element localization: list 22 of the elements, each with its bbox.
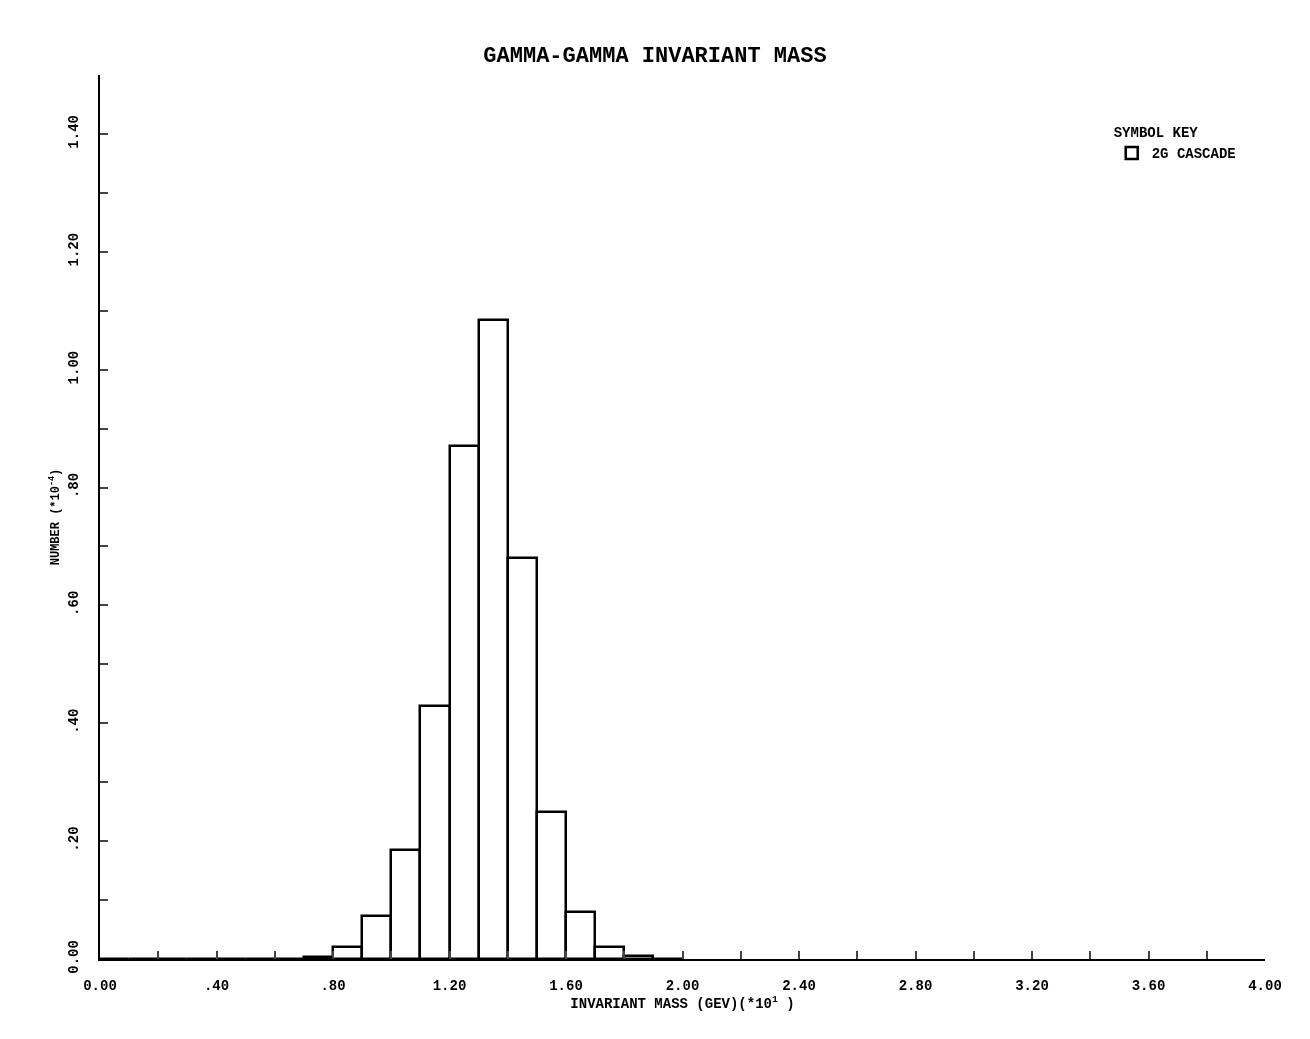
y-tick-label: 1.20 [66,232,83,267]
y-tick-label: .40 [66,708,83,734]
y-tick-label: 1.00 [66,350,83,385]
x-tick-label: 4.00 [1248,977,1282,994]
chart-title: GAMMA-GAMMA INVARIANT MASS [483,44,827,70]
x-axis-title: INVARIANT MASS (GEV)(*10$^{1}$ ) [570,993,795,1012]
x-tick-label: 2.80 [898,977,933,994]
x-tick-label: 3.60 [1131,977,1166,994]
y-tick-label: .80 [66,472,83,499]
legend-title: SYMBOL KEY [1113,125,1199,142]
x-tick-label: .40 [203,977,230,994]
x-tick-label: 3.20 [1015,977,1049,994]
x-tick-label: 1.60 [549,977,583,994]
y-tick-label: .20 [66,826,83,852]
x-tick-label: .80 [320,977,346,994]
x-tick-label: 1.20 [432,977,467,994]
x-tick-label: 0.00 [83,977,117,994]
x-tick-label: 2.00 [665,977,700,994]
y-tick-label: .60 [66,590,83,616]
legend-label: 2G CASCADE [1151,146,1236,163]
x-tick-label: 2.40 [782,977,816,994]
y-tick-label: 1.40 [66,115,83,149]
